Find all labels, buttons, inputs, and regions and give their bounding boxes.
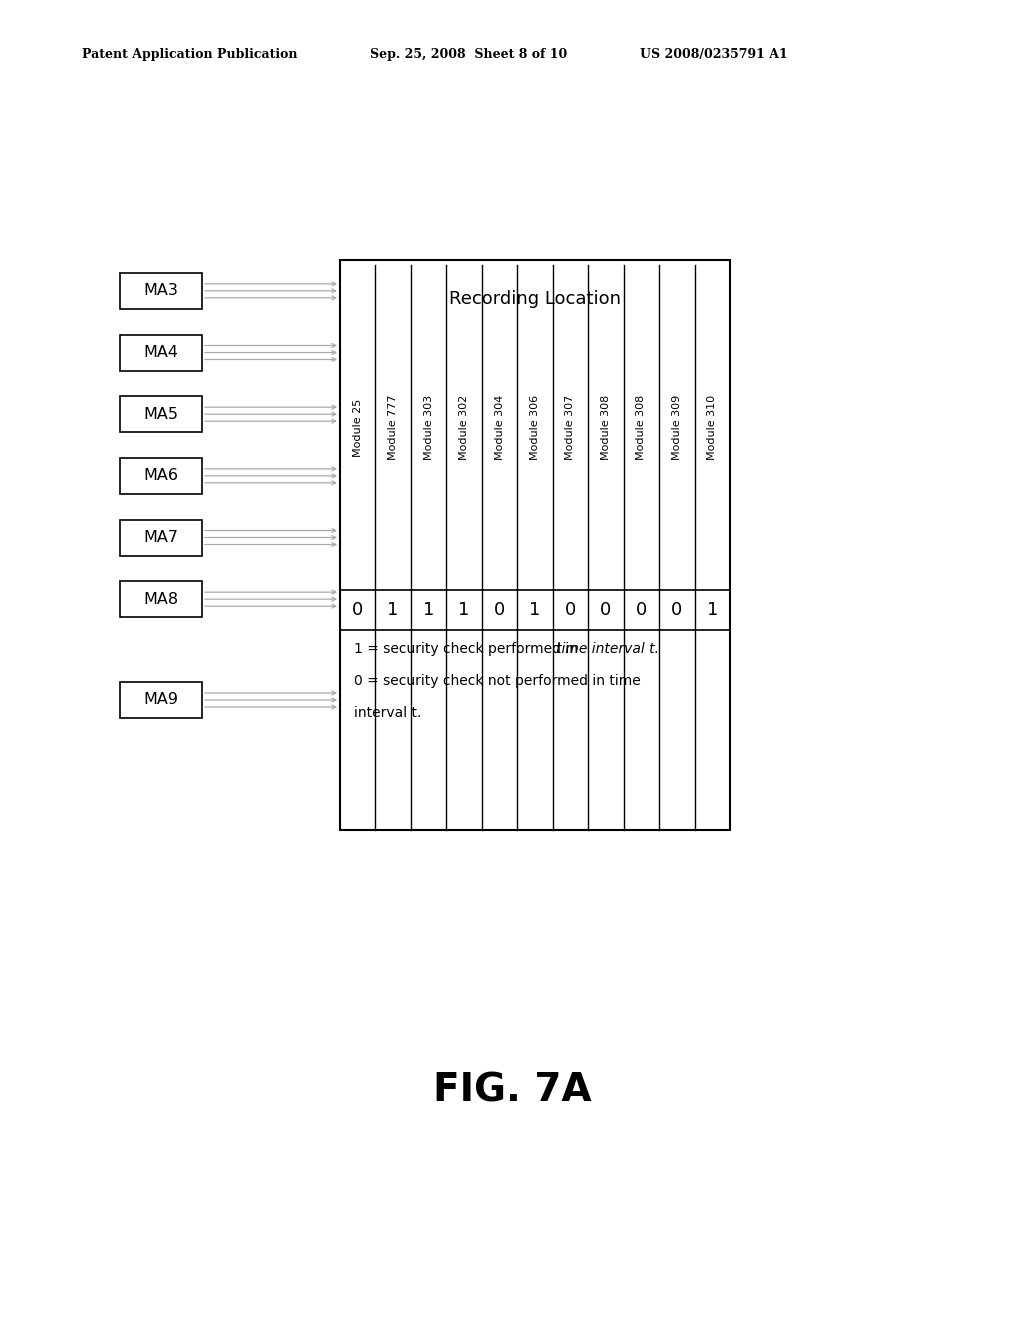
Text: FIG. 7A: FIG. 7A <box>433 1071 591 1109</box>
Text: 1: 1 <box>707 601 718 619</box>
Bar <box>120 682 202 718</box>
Text: MA5: MA5 <box>143 407 178 421</box>
Text: Module 310: Module 310 <box>708 395 717 461</box>
Text: Module 777: Module 777 <box>388 395 398 461</box>
Text: Recording Location: Recording Location <box>449 290 621 308</box>
Text: interval t.: interval t. <box>354 706 421 719</box>
Text: 0: 0 <box>352 601 364 619</box>
Text: 0 = security check not performed in time: 0 = security check not performed in time <box>354 675 641 688</box>
Bar <box>120 581 202 618</box>
Text: Module 309: Module 309 <box>672 395 682 461</box>
Text: 1: 1 <box>423 601 434 619</box>
Text: 1: 1 <box>387 601 399 619</box>
Text: MA9: MA9 <box>143 693 178 708</box>
Text: MA8: MA8 <box>143 591 178 607</box>
Text: MA3: MA3 <box>143 284 178 298</box>
Text: 1: 1 <box>529 601 541 619</box>
Text: 0: 0 <box>494 601 505 619</box>
Text: MA7: MA7 <box>143 531 178 545</box>
Text: Module 307: Module 307 <box>565 395 575 461</box>
Text: Sep. 25, 2008  Sheet 8 of 10: Sep. 25, 2008 Sheet 8 of 10 <box>370 48 567 61</box>
Bar <box>120 334 202 371</box>
Text: Module 302: Module 302 <box>459 395 469 461</box>
Bar <box>340 260 730 830</box>
Bar <box>120 396 202 432</box>
Text: MA4: MA4 <box>143 345 178 360</box>
Text: Module 306: Module 306 <box>530 395 540 461</box>
Text: Module 308: Module 308 <box>636 395 646 461</box>
Text: 0: 0 <box>565 601 577 619</box>
Text: US 2008/0235791 A1: US 2008/0235791 A1 <box>640 48 787 61</box>
Text: MA6: MA6 <box>143 469 178 483</box>
Text: Module 303: Module 303 <box>424 395 433 461</box>
Text: Patent Application Publication: Patent Application Publication <box>82 48 298 61</box>
Bar <box>120 273 202 309</box>
Text: time interval t.: time interval t. <box>556 642 658 656</box>
Bar <box>120 458 202 494</box>
Text: 1: 1 <box>459 601 470 619</box>
Text: Module 308: Module 308 <box>601 395 611 461</box>
Bar <box>120 520 202 556</box>
Text: Module 304: Module 304 <box>495 395 505 461</box>
Text: Module 25: Module 25 <box>352 399 362 457</box>
Text: 0: 0 <box>671 601 682 619</box>
Text: 0: 0 <box>600 601 611 619</box>
Text: 0: 0 <box>636 601 647 619</box>
Text: 1 = security check performed in: 1 = security check performed in <box>354 642 583 656</box>
